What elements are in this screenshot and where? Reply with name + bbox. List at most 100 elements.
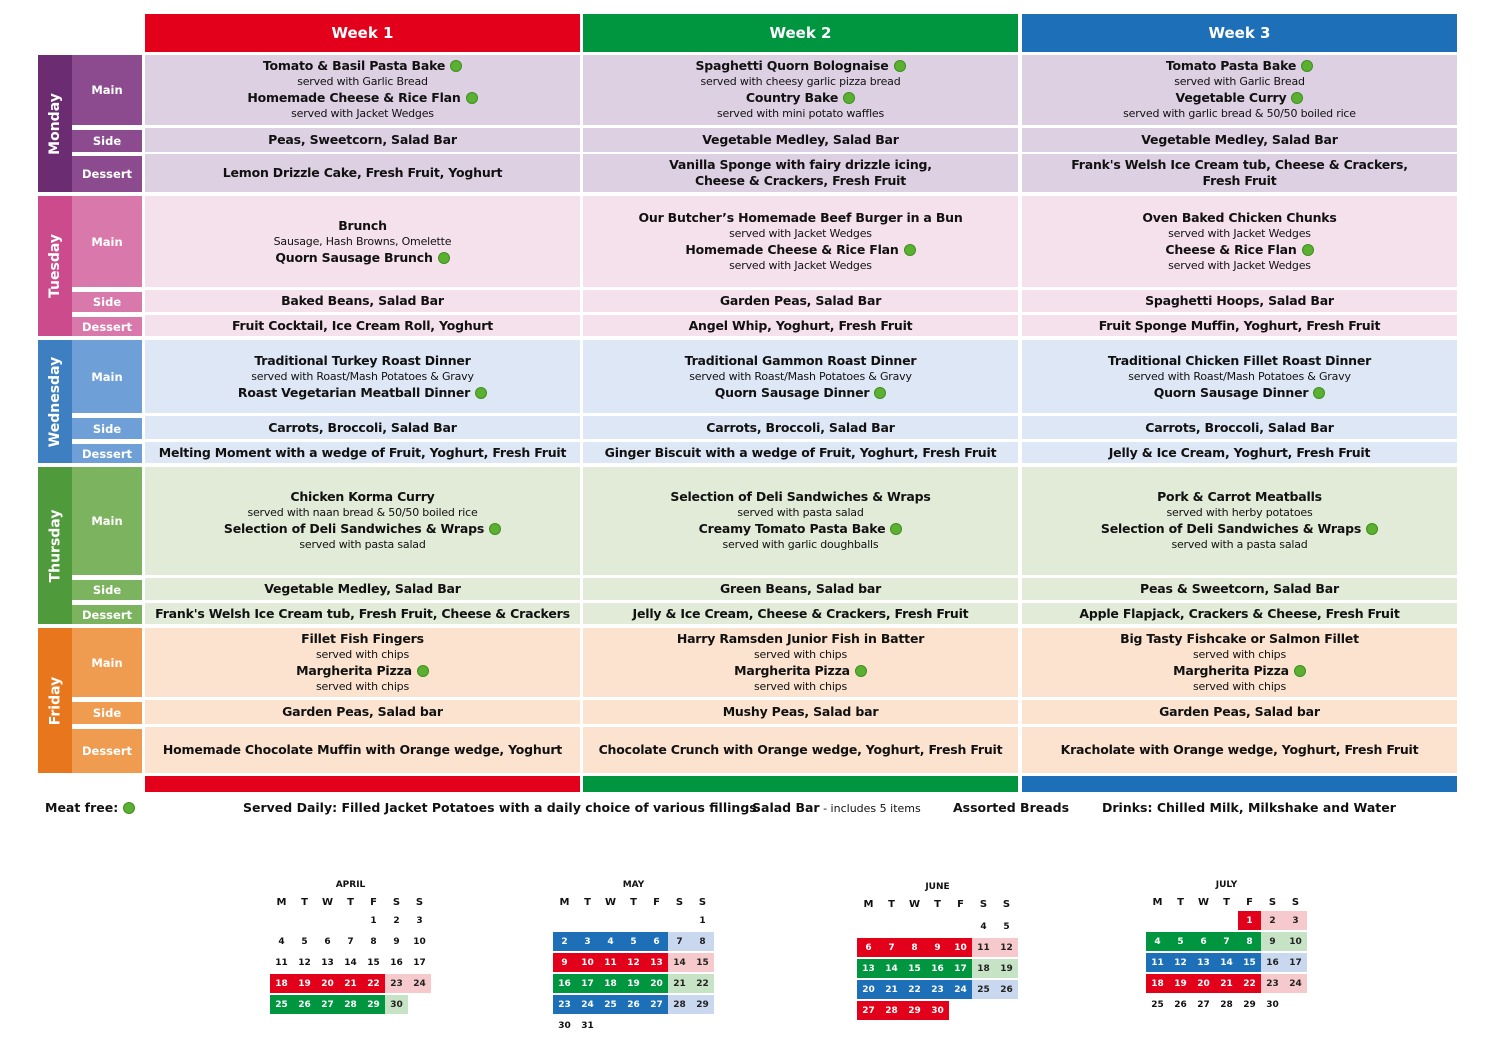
weekday: T: [630, 897, 637, 908]
calendar-day: 28: [339, 995, 362, 1014]
row-label: Side: [72, 578, 142, 600]
calendar-day: 9: [553, 953, 576, 972]
menu-cell: Chicken Korma Curry served with naan brea…: [145, 467, 580, 575]
menu-text: Sausage, Hash Browns, Omelette: [273, 234, 452, 248]
calendar-day: 30: [926, 1001, 949, 1020]
menu-text: Spaghetti Quorn Bolognaise: [695, 58, 889, 73]
calendar-day: 18: [1146, 974, 1169, 993]
menu-item: Margherita Pizza: [1173, 663, 1306, 679]
calendar-day: 20: [857, 980, 880, 999]
menu-cell: Pork & Carrot Meatballs served with herby…: [1022, 467, 1457, 575]
calendar-day: 5: [1003, 921, 1010, 932]
week-header: Week 3: [1022, 14, 1457, 52]
calendar-day: 14: [1215, 953, 1238, 972]
menu-item: Fresh Fruit: [1203, 173, 1277, 189]
meat-free-icon: [890, 523, 903, 535]
menu-note: served with chips: [754, 647, 847, 663]
menu-item: Kracholate with Orange wedge, Yoghurt, F…: [1061, 742, 1419, 758]
menu-text: Green Beans, Salad bar: [719, 581, 882, 596]
menu-item: Fillet Fish Fingers: [301, 631, 424, 647]
menu-text: served with chips: [1192, 647, 1286, 661]
meat-free-icon: [843, 92, 856, 104]
weekday: M: [863, 899, 874, 910]
menu-item: Peas & Sweetcorn, Salad Bar: [1140, 581, 1339, 597]
menu-item: Angel Whip, Yoghurt, Fresh Fruit: [689, 318, 913, 334]
menu-text: Spaghetti Hoops, Salad Bar: [1145, 293, 1334, 308]
meat-free-icon: [874, 386, 887, 399]
menu-cell: Melting Moment with a wedge of Fruit, Yo…: [145, 442, 580, 463]
menu-cell: Kracholate with Orange wedge, Yoghurt, F…: [1022, 727, 1457, 773]
menu-cell: Peas & Sweetcorn, Salad Bar: [1022, 578, 1457, 600]
calendar-day: 10: [1284, 932, 1307, 951]
menu-text: Carrots, Broccoli, Salad Bar: [706, 419, 895, 435]
menu-cell: Traditional Gammon Roast Dinner served wi…: [583, 340, 1018, 413]
menu-item: Green Beans, Salad bar: [720, 581, 881, 597]
menu-note: served with cheesy garlic pizza bread: [701, 74, 901, 90]
menu-item: Quorn Sausage Dinner: [1154, 385, 1326, 401]
menu-note: served with Garlic Bread: [297, 74, 428, 90]
calendar-day: 8: [903, 938, 926, 957]
menu-text: Our Butcher’s Homemade Beef Burger in a …: [638, 209, 963, 225]
menu-item: Baked Beans, Salad Bar: [281, 293, 444, 309]
calendar-day: 2: [553, 932, 576, 951]
menu-text: Fruit Sponge Muffin, Yoghurt, Fresh Frui…: [1098, 317, 1381, 333]
menu-text: served with garlic doughballs: [722, 538, 879, 551]
menu-text: Jelly & Ice Cream, Cheese & Crackers, Fr…: [632, 605, 969, 621]
calendar-day: 4: [599, 932, 622, 951]
calendar-day: 28: [1220, 999, 1233, 1010]
calendar-day: 22: [1238, 974, 1261, 993]
calendar-day: 29: [903, 1001, 926, 1020]
menu-text: served with a pasta salad: [1171, 538, 1308, 551]
calendar-day: 19: [995, 959, 1018, 978]
menu-cell: Fruit Sponge Muffin, Yoghurt, Fresh Frui…: [1022, 315, 1457, 336]
calendar-day: 15: [903, 959, 926, 978]
calendar-day: 10: [576, 953, 599, 972]
calendar-day: 3: [416, 915, 423, 926]
menu-item: Garden Peas, Salad bar: [1159, 704, 1320, 720]
menu-text: served with Jacket Wedges: [729, 258, 872, 272]
calendar-day: 21: [1215, 974, 1238, 993]
menu-cell: Angel Whip, Yoghurt, Fresh Fruit: [583, 315, 1018, 336]
menu-text: Big Tasty Fishcake or Salmon Fillet: [1120, 630, 1359, 646]
calendar-day: 14: [880, 959, 903, 978]
row-label: Dessert: [72, 315, 142, 336]
calendar-day: 15: [1238, 953, 1261, 972]
menu-item: Carrots, Broccoli, Salad Bar: [706, 419, 895, 436]
menu-text: served with chips: [753, 679, 847, 693]
calendar-day: 22: [362, 974, 385, 993]
calendar-day: 28: [668, 995, 691, 1014]
menu-note: served with chips: [1193, 647, 1286, 663]
calendar-day: 31: [581, 1020, 594, 1031]
menu-cell: Chocolate Crunch with Orange wedge, Yogh…: [583, 727, 1018, 773]
menu-cell: Jelly & Ice Cream, Cheese & Crackers, Fr…: [583, 603, 1018, 624]
menu-cell: Traditional Turkey Roast Dinner served wi…: [145, 340, 580, 413]
day-name: Wednesday: [47, 356, 64, 447]
menu-text: served with cheesy garlic pizza bread: [700, 75, 901, 88]
menu-note: served with pasta salad: [737, 505, 863, 521]
weekday: S: [415, 897, 424, 908]
menu-text: Vegetable Curry: [1175, 90, 1287, 105]
calendar-day: 22: [903, 980, 926, 999]
menu-text: served with chips: [753, 647, 847, 661]
calendar-day: 18: [972, 959, 995, 978]
day-name: Tuesday: [47, 234, 64, 298]
calendar-day: 30: [558, 1020, 571, 1031]
menu-text: Baked Beans, Salad Bar: [281, 293, 444, 308]
menu-item: Melting Moment with a wedge of Fruit, Yo…: [159, 445, 567, 461]
weekday: M: [1152, 897, 1163, 908]
breads: Assorted Breads: [953, 800, 1070, 815]
menu-text: Tomato Pasta Bake: [1165, 58, 1297, 73]
menu-text: Vegetable Medley, Salad Bar: [702, 132, 899, 147]
menu-cell: Mushy Peas, Salad bar: [583, 700, 1018, 724]
calendar-day: 17: [949, 959, 972, 978]
menu-item: Harry Ramsden Junior Fish in Batter: [676, 630, 925, 647]
menu-text: Tomato & Basil Pasta Bake: [262, 58, 446, 73]
menu-cell: Traditional Chicken Fillet Roast Dinner s…: [1022, 340, 1457, 413]
menu-cell: Baked Beans, Salad Bar: [145, 290, 580, 312]
calendar-day: 27: [645, 995, 668, 1014]
menu-text: served with Roast/Mash Potatoes & Gravy: [1128, 369, 1351, 383]
menu-text: Harry Ramsden Junior Fish in Batter: [676, 630, 925, 646]
meat-free-icon: [893, 60, 906, 72]
menu-item: Oven Baked Chicken Chunks: [1142, 210, 1337, 226]
menu-item: Vegetable Curry: [1176, 90, 1304, 106]
